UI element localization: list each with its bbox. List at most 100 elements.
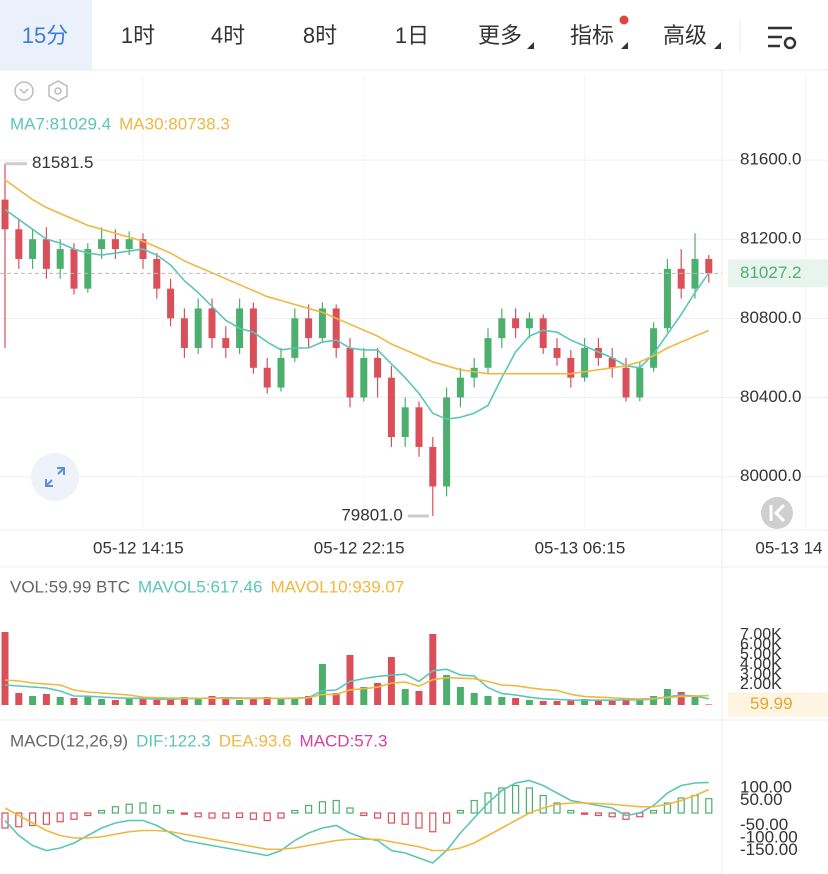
candle-body: [525, 318, 533, 329]
volume-bar: [387, 657, 395, 705]
macd-bar: [318, 801, 326, 814]
legend-entry: MACD:57.3: [300, 731, 388, 750]
candle-body: [622, 367, 630, 398]
indicator-line: [4, 179, 710, 375]
y-tick-label: 50.00: [740, 790, 783, 809]
candle-body: [539, 318, 547, 348]
volume-bar: [222, 699, 230, 705]
volume-bar: [15, 693, 23, 705]
legend-entry: DEA:93.6: [219, 731, 292, 750]
macd-bar: [346, 807, 354, 814]
volume-bar: [553, 701, 561, 705]
macd-bar: [111, 806, 120, 814]
indicator-line: [4, 208, 710, 421]
candle-body: [401, 407, 409, 438]
expand-button[interactable]: [31, 453, 79, 501]
volume-bar: [167, 699, 175, 705]
tab[interactable]: 1时: [121, 23, 155, 48]
y-tick-label: 100.00: [740, 777, 792, 796]
candle-body: [208, 308, 216, 339]
candle-body: [56, 249, 64, 269]
candle-body: [70, 249, 78, 289]
volume-bar: [512, 698, 520, 705]
dropdown-arrow: [527, 42, 534, 49]
y-tick-label: 81200.0: [740, 229, 801, 248]
back-to-latest-button[interactable]: [761, 497, 793, 529]
macd-bar: [511, 784, 520, 814]
volume-bar: [567, 700, 575, 705]
y-tick-label: 3.00K: [740, 666, 782, 683]
tab[interactable]: 4时: [211, 23, 245, 48]
macd-bar: [249, 812, 257, 820]
candle-body: [125, 239, 133, 250]
volume-bar: [125, 698, 133, 705]
tab[interactable]: 高级: [663, 23, 707, 48]
candle-body: [663, 268, 671, 329]
candle-body: [415, 407, 423, 447]
candle-body: [608, 357, 616, 368]
volume-bar: [84, 696, 92, 705]
macd-bar: [236, 812, 244, 819]
tab[interactable]: 指标: [570, 23, 614, 48]
tab[interactable]: 15分: [22, 23, 68, 48]
macd-bar: [194, 812, 202, 818]
chart-layer: 81600.0 81200.0 80800.0 80400.0 80000.0 05-12…: [0, 75, 828, 864]
collapse-icon[interactable]: [14, 81, 34, 101]
candle-body: [42, 239, 50, 269]
volume-bar: [194, 698, 202, 705]
volume-bar: [139, 699, 147, 705]
macd-bar: [29, 812, 37, 827]
settings-hex-icon[interactable]: [48, 80, 68, 102]
candle-body: [346, 348, 354, 398]
candle-body: [15, 229, 23, 259]
x-tick-label: 05-13 06:15: [535, 538, 626, 557]
volume-bar: [691, 697, 699, 705]
volume-bar: [332, 693, 340, 705]
tab[interactable]: 更多: [478, 23, 522, 48]
macd-bar: [594, 812, 603, 817]
candle-body: [277, 357, 285, 388]
candle-body: [484, 338, 492, 368]
candle-body: [332, 308, 340, 348]
y-tick-label: 2.00K: [740, 676, 782, 693]
y-tick-label: 4.00K: [740, 656, 782, 673]
macd-bar: [580, 812, 589, 815]
macd-bar: [429, 812, 437, 833]
volume-bar: [443, 675, 451, 705]
macd-bar: [567, 809, 575, 814]
volume-bar: [608, 701, 616, 705]
candle-body: [180, 318, 188, 348]
macd-bar: [277, 812, 285, 819]
tab[interactable]: 1日: [395, 23, 429, 48]
y-tick-label: 80400.0: [740, 387, 801, 406]
volume-bar: [263, 697, 271, 705]
volume-bar: [153, 700, 161, 705]
macd-bar: [97, 809, 106, 814]
macd-bar: [84, 812, 92, 817]
macd-bar: [374, 812, 382, 819]
settings-icon[interactable]: [768, 26, 797, 50]
volume-bar: [360, 687, 368, 705]
macd-bar: [139, 802, 147, 814]
macd-bar: [663, 802, 672, 814]
candle-body: [705, 258, 713, 274]
macd-bar: [222, 812, 230, 819]
tab[interactable]: 8时: [303, 23, 337, 48]
candle-body: [222, 338, 230, 348]
x-tick-label: 05-13 14: [755, 538, 822, 557]
macd-bar: [677, 797, 685, 814]
candle-body: [1, 199, 9, 230]
macd-bar: [443, 812, 451, 824]
volume-bar: [525, 700, 533, 705]
volume-bar: [180, 697, 188, 705]
candle-body: [650, 328, 658, 368]
legend-entry: DIF:122.3: [136, 731, 211, 750]
active-tab-bg: [0, 0, 92, 70]
volume-bar: [98, 699, 106, 705]
volume-bar: [305, 696, 313, 705]
x-tick-label: 05-12 14:15: [93, 538, 184, 557]
candle-body: [429, 446, 437, 487]
candle-body: [263, 367, 271, 388]
legend-entry: MACD(12,26,9): [10, 731, 128, 750]
macd-bar: [15, 812, 23, 828]
